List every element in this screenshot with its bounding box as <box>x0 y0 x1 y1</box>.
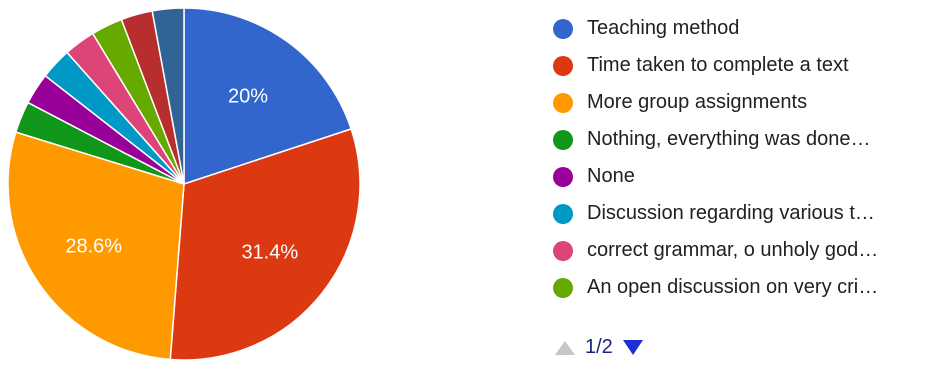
legend-item: An open discussion on very cri… <box>553 269 878 306</box>
legend-dot-icon <box>553 92 573 113</box>
legend-label: An open discussion on very cri… <box>587 276 879 298</box>
slice-value-label: 31.4% <box>241 241 298 263</box>
slice-value-label: 28.6% <box>65 235 122 257</box>
pie-slice <box>169 128 361 361</box>
legend-label: Nothing, everything was done… <box>587 128 871 150</box>
legend-item: Nothing, everything was done… <box>553 121 878 158</box>
pie-slice <box>7 131 185 361</box>
legend-dot-icon <box>553 277 573 298</box>
legend: Teaching method Time taken to complete a… <box>553 10 878 306</box>
pie-chart: 20% 31.4% 28.6% <box>7 7 361 361</box>
pie-slice <box>183 7 353 186</box>
triangle-down-icon[interactable] <box>622 340 643 355</box>
legend-item: None <box>553 158 878 195</box>
pie-labels: 20% 31.4% 28.6% <box>65 86 298 264</box>
legend-dot-icon <box>553 55 573 76</box>
pie-slices <box>7 7 361 361</box>
legend-pager: 1/2 <box>555 336 643 359</box>
legend-label: correct grammar, o unholy god… <box>587 239 879 261</box>
legend-dot-icon <box>553 18 573 39</box>
triangle-up-icon[interactable] <box>555 340 575 355</box>
legend-item: More group assignments <box>553 84 878 121</box>
legend-label: Discussion regarding various t… <box>587 202 875 224</box>
slice-value-label: 20% <box>228 86 268 108</box>
legend-label: Time taken to complete a text <box>587 54 849 76</box>
legend-item: Discussion regarding various t… <box>553 195 878 232</box>
legend-label: Teaching method <box>587 17 740 39</box>
page-indicator: 1/2 <box>585 336 613 358</box>
legend-label: More group assignments <box>587 91 808 113</box>
legend-label: None <box>587 165 635 187</box>
legend-item: Time taken to complete a text <box>553 47 878 84</box>
legend-dot-icon <box>553 129 573 150</box>
legend-item: correct grammar, o unholy god… <box>553 232 878 269</box>
pie-slice <box>151 7 185 185</box>
legend-dot-icon <box>553 240 573 261</box>
legend-dot-icon <box>553 203 573 224</box>
legend-item: Teaching method <box>553 10 878 47</box>
legend-dot-icon <box>553 166 573 187</box>
